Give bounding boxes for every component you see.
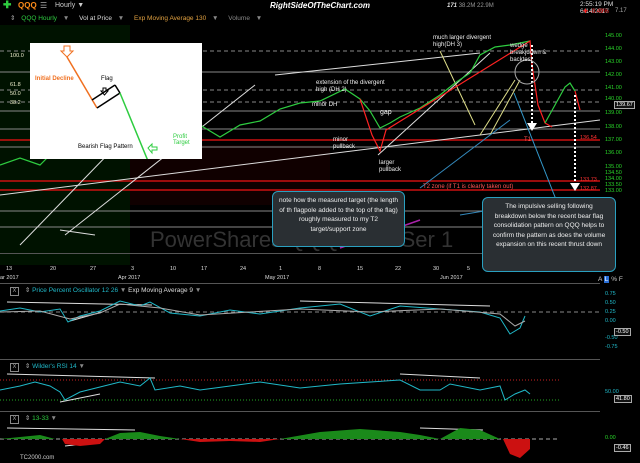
drag-handle-icon[interactable]: ⇕ <box>10 15 16 22</box>
top-bar: ✚ QQQ ☰ Hourly ▼ RightSideOfTheChart.com… <box>0 0 640 15</box>
legend-item-ema[interactable]: Exp Moving Average 130 ▼ <box>134 15 219 22</box>
annotation-larger-pullback: larger pullback <box>379 160 402 173</box>
volume-readout: 171 38.2M 22.9M <box>447 3 494 9</box>
scale-auto-button[interactable]: A <box>598 276 602 283</box>
scale-buttons: A L % F <box>598 276 623 283</box>
datetime-label: 2:55:19 PM 6/14/2017 <box>580 1 614 15</box>
annotation-t2: T2 zone (if T1 is clearly taken out) <box>423 184 514 190</box>
1333-label[interactable]: 13-33 <box>32 415 49 422</box>
annotation-wedge: wedge breakjdown & backtest <box>510 43 547 63</box>
ppo-ema-label[interactable]: Exp Moving Average 9 <box>128 287 194 294</box>
current-price-badge: 139.67 <box>614 101 635 109</box>
level-136-54: 136.54 <box>580 135 597 141</box>
ppo-legend: X ⇕ Price Percent Oscillator 12 26 ▼ Exp… <box>10 286 201 296</box>
close-ppo-button[interactable]: X <box>10 287 19 296</box>
legend-item-volume[interactable]: Volume ▼ <box>228 15 263 22</box>
inset-profit-target: Profit Target <box>173 134 190 146</box>
1333-current-badge: -0.46 <box>614 444 631 452</box>
vap-label-50: 50.0 <box>10 91 21 97</box>
rsi-legend: X ⇕ Wilder's RSI 14 ▼ <box>10 362 85 372</box>
legend-item-price[interactable]: QQQ Hourly ▼ <box>21 15 70 22</box>
rsi-chart[interactable] <box>0 372 600 404</box>
note-impulsive-selling: The impulsive selling following breakdow… <box>482 197 616 272</box>
level-133-73: 133.73 <box>580 177 597 183</box>
inset-flag: Flag <box>101 76 113 82</box>
annotation-minor-pullback: minor pullback <box>333 137 356 150</box>
ppo-chart[interactable] <box>0 296 600 346</box>
vap-label-382: 38.2 <box>10 100 21 106</box>
rsi-axis[interactable]: 50.00 <box>605 389 619 395</box>
note-measured-target: note how the measured target (the length… <box>272 191 405 247</box>
vap-label-100: 100.0 <box>10 53 24 59</box>
close-rsi-button[interactable]: X <box>10 363 19 372</box>
rsi-current-badge: 41.80 <box>614 395 632 403</box>
list-icon[interactable]: ☰ <box>40 1 48 10</box>
scale-fit-button[interactable]: F <box>618 276 623 283</box>
timeframe-dropdown[interactable]: Hourly ▼ <box>55 2 85 9</box>
ppo-label[interactable]: Price Percent Oscillator 12 26 <box>32 287 119 294</box>
date-axis: 13 20 27 3 10 17 24 1 8 15 22 30 5 ar 20… <box>0 266 471 281</box>
legend-item-vap[interactable]: Vol at Price ▼ <box>79 15 125 22</box>
scale-percent-button[interactable]: % <box>611 276 618 283</box>
inset-title: Bearish Flag Pattern <box>78 144 133 150</box>
macd-legend: X ⇕ 13-33 ▼ <box>10 414 57 424</box>
source-label: TC2000.com <box>20 455 55 461</box>
ppo-axis[interactable]: 0.75 0.50 0.25 0.00 -0.50 -0.75 <box>605 291 618 350</box>
change-percent: ✚ -0.49% <box>583 9 609 15</box>
scale-log-button[interactable]: L <box>603 276 610 283</box>
symbol-label[interactable]: QQQ <box>18 1 37 10</box>
inset-initial-decline: Initial Decline <box>35 76 74 82</box>
ppo-current-badge: -0.50 <box>614 328 631 336</box>
bear-flag-diagram: Initial Decline Flag Profit Target Beari… <box>30 43 202 159</box>
annotation-minor-dh: minor DH <box>312 102 338 108</box>
add-chart-icon[interactable]: ✚ <box>3 0 12 11</box>
annotation-dh3: much larger divergent high(DH 3) <box>433 35 492 48</box>
annotation-t1: T1 <box>524 137 532 143</box>
brand-watermark: RightSideOfTheChart.com <box>270 1 371 10</box>
rsi-label[interactable]: Wilder's RSI 14 <box>32 363 77 370</box>
close-1333-button[interactable]: X <box>10 415 19 424</box>
chart-legend: ⇕ QQQ Hourly ▼ Vol at Price ▼ Exp Moving… <box>10 14 270 24</box>
change-value: 7.17 <box>615 8 627 14</box>
bear-flag-graphic <box>59 45 158 159</box>
level-132-87: 132.87 <box>580 186 597 192</box>
1333-axis[interactable]: 0.00 <box>605 435 616 441</box>
vap-label-618: 61.8 <box>10 82 21 88</box>
price-axis[interactable]: 145.00 144.00 143.00 142.00 141.00 140.0… <box>605 33 622 194</box>
annotation-dh2: extension of the divergent high (DH 2) <box>316 80 385 93</box>
1333-chart[interactable] <box>0 424 600 460</box>
annotation-gap: gap <box>380 109 392 116</box>
